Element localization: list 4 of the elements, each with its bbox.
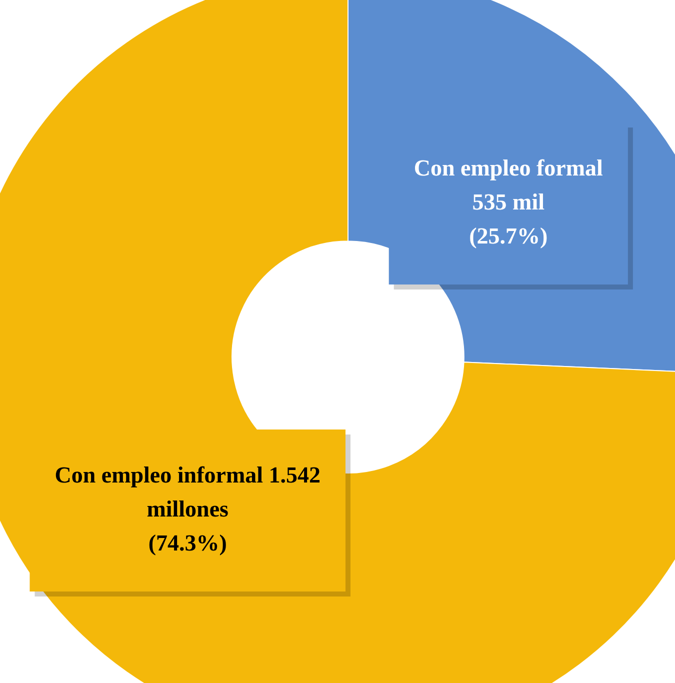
data-label: (74.3%) [148, 530, 227, 556]
data-label: (25.7%) [469, 223, 548, 248]
slice-label: Con empleo formal 535 mil [414, 155, 603, 214]
slice-label: Con empleo informal 1.542 millones [54, 462, 320, 522]
